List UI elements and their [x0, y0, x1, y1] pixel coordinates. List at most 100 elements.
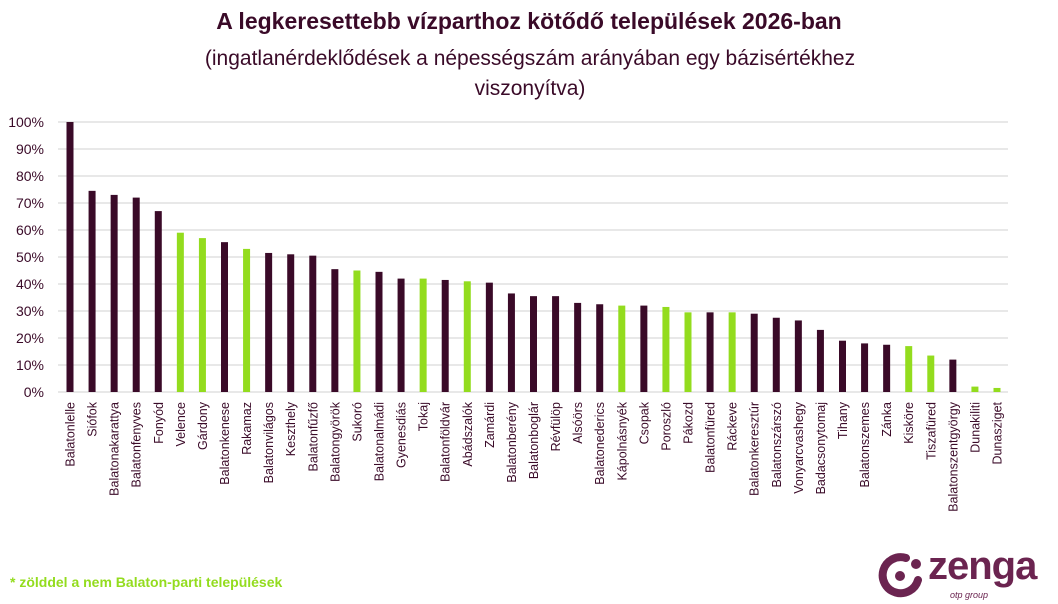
bar — [221, 242, 228, 392]
bar — [243, 248, 251, 392]
bar — [618, 305, 626, 392]
bar — [88, 190, 96, 392]
bar — [706, 312, 714, 392]
x-tick-label: Gyenesdiás — [395, 402, 409, 468]
logo-subtext: otp group — [950, 590, 989, 600]
bar — [485, 282, 493, 392]
x-tick-label: Balatonszárszó — [770, 402, 784, 488]
bar — [684, 312, 692, 392]
bar — [198, 238, 206, 392]
bar — [993, 387, 1001, 392]
bar — [507, 293, 515, 392]
bar — [265, 252, 273, 392]
x-tick-label: Poroszló — [659, 402, 673, 451]
logo-text: zenga — [928, 544, 1037, 588]
bar — [596, 304, 604, 392]
x-tick-label: Balatonlelle — [64, 402, 78, 467]
x-tick-label: Badacsonytomaj — [814, 402, 828, 494]
footnote: * zölddel a nem Balaton-parti települése… — [10, 574, 283, 590]
x-tick-label: Csopak — [637, 401, 651, 444]
x-tick-label: Abádszalók — [461, 401, 475, 466]
y-tick-label: 80% — [16, 168, 44, 184]
y-tick-label: 100% — [8, 114, 44, 130]
bar — [110, 194, 118, 392]
y-tick-label: 90% — [16, 141, 44, 157]
x-tick-label: Balatonakarattya — [108, 402, 122, 496]
zenga-logo-icon — [878, 553, 922, 598]
bar — [287, 254, 295, 392]
x-tick-label: Tihany — [836, 401, 850, 439]
x-tick-label: Dunakiliti — [968, 402, 982, 453]
bar — [441, 279, 449, 392]
x-tick-label: Velence — [174, 402, 188, 447]
x-tick-label: Balatonfüred — [704, 402, 718, 473]
bar — [750, 313, 758, 392]
x-tick-label: Tokaj — [417, 402, 431, 431]
bar — [640, 305, 648, 392]
bar — [353, 270, 361, 392]
y-tick-label: 20% — [16, 330, 44, 346]
bar — [772, 317, 780, 392]
x-tick-label: Fonyód — [152, 402, 166, 444]
x-tick-label: Zamárdi — [483, 402, 497, 448]
bar — [949, 359, 957, 392]
x-tick-label: Balatonberény — [505, 401, 519, 482]
y-tick-label: 10% — [16, 357, 44, 373]
bar — [794, 320, 802, 392]
bar — [419, 278, 427, 392]
bar — [375, 271, 383, 392]
bar — [552, 296, 560, 392]
x-tick-label: Balatongyörök — [328, 401, 342, 482]
x-tick-label: Ráckeve — [726, 402, 740, 451]
x-tick-label: Balatonederics — [593, 402, 607, 485]
bar — [574, 302, 582, 392]
y-tick-label: 0% — [24, 384, 44, 400]
x-tick-label: Sukoró — [350, 402, 364, 442]
bar — [176, 232, 184, 392]
y-tick-label: 50% — [16, 249, 44, 265]
bar — [66, 122, 74, 392]
bar — [331, 269, 339, 392]
bar — [132, 197, 140, 392]
x-tick-label: Tiszafüred — [924, 402, 938, 460]
bar — [728, 312, 736, 392]
bar — [816, 329, 824, 392]
bar — [662, 306, 670, 392]
bar — [397, 278, 405, 392]
bar — [971, 386, 979, 392]
x-tick-label: Balatonföldvár — [439, 402, 453, 482]
bar — [154, 211, 162, 392]
y-tick-label: 40% — [16, 276, 44, 292]
chart-title: A legkeresettebb vízparthoz kötődő telep… — [216, 8, 842, 34]
bar — [927, 355, 935, 392]
x-tick-label: Balatonvilágos — [262, 402, 276, 483]
bar — [861, 343, 869, 392]
x-tick-label: Kisköre — [902, 402, 916, 444]
x-tick-label: Balatonkeresztúr — [748, 402, 762, 496]
y-tick-label: 30% — [16, 303, 44, 319]
x-tick-label: Balatonfűzfő — [306, 402, 320, 472]
y-tick-label: 60% — [16, 222, 44, 238]
bar — [883, 344, 891, 392]
x-tick-label: Balatonkenese — [218, 402, 232, 485]
bar — [905, 346, 913, 392]
x-tick-label: Balatonboglár — [527, 402, 541, 479]
x-tick-label: Balatonszemes — [858, 402, 872, 487]
x-tick-label: Balatonfenyves — [130, 402, 144, 487]
zenga-logo: zenga otp group — [876, 544, 1056, 604]
x-tick-label: Dunasziget — [991, 401, 1005, 464]
x-tick-label: Alsóörs — [571, 402, 585, 444]
bar — [463, 281, 471, 392]
bar — [530, 296, 537, 392]
x-tick-label: Kápolnásnyék — [615, 401, 629, 480]
x-tick-label: Balatonszentgyörgy — [946, 401, 960, 512]
chart-subtitle: (ingatlanérdeklődések a népességszám ará… — [204, 47, 856, 100]
y-tick-label: 70% — [16, 195, 44, 211]
x-tick-label: Siófok — [86, 401, 100, 436]
x-tick-label: Balatonalmádi — [373, 402, 387, 481]
x-tick-label: Keszthely — [284, 401, 298, 456]
bar — [839, 340, 846, 392]
x-tick-label: Vonyarcvashegy — [792, 401, 806, 493]
